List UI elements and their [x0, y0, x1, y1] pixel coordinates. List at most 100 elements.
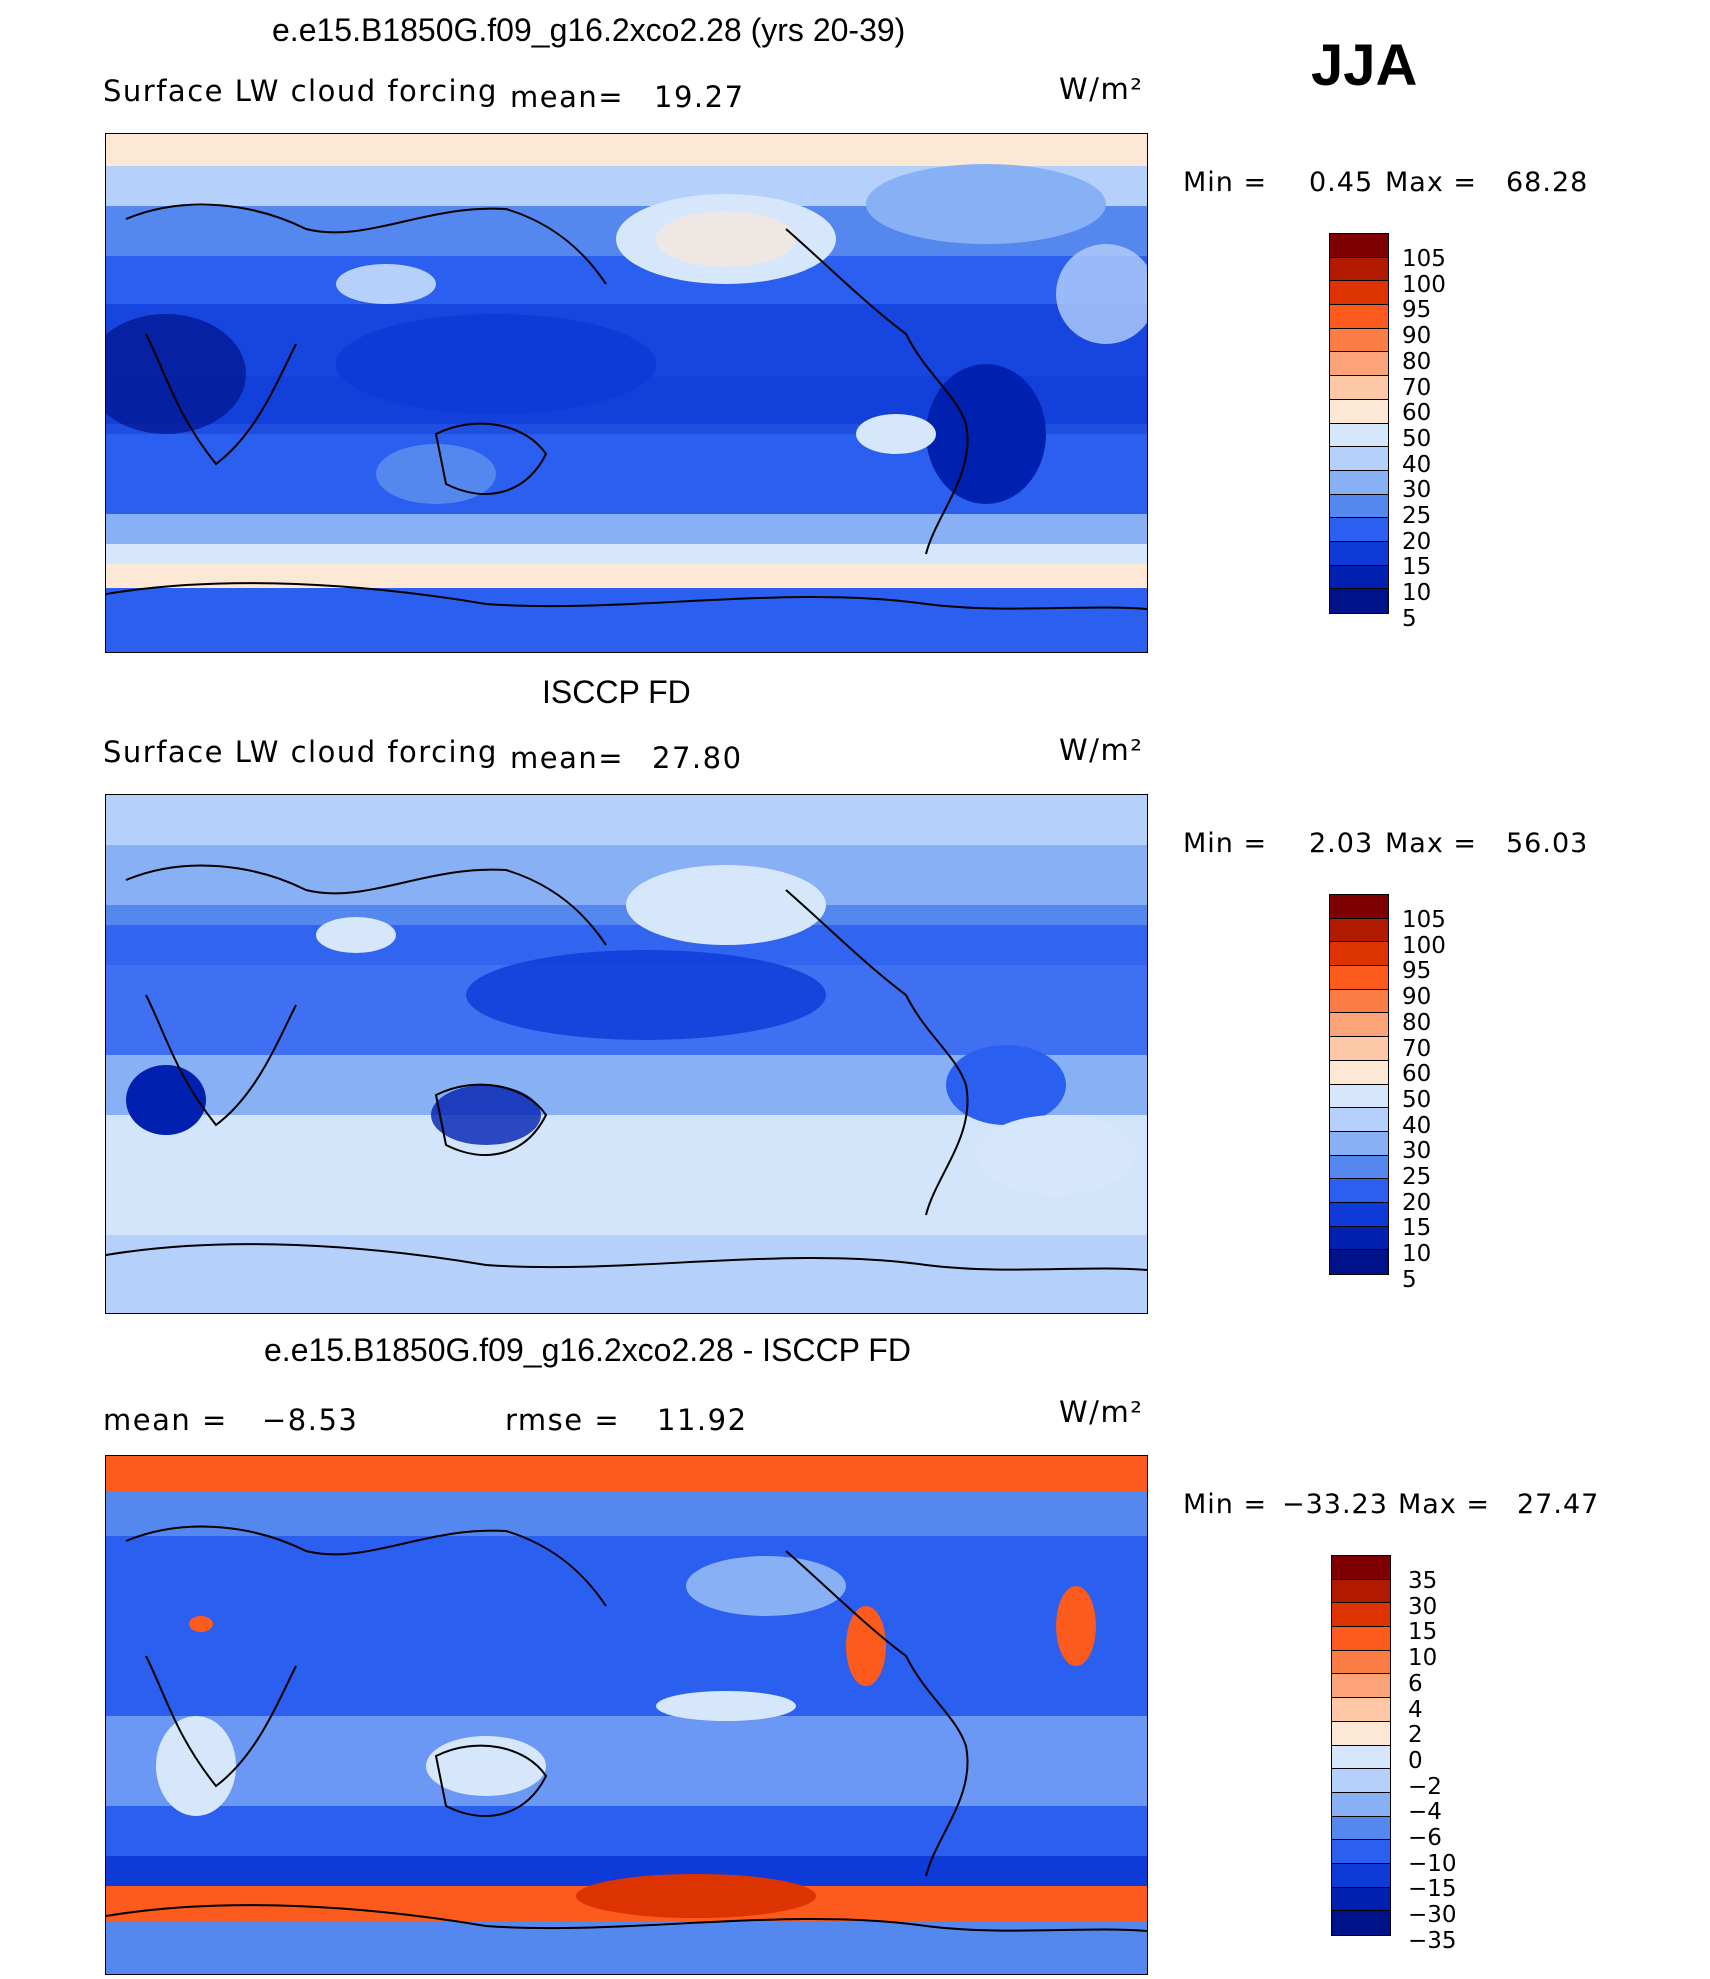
colorbar-obs	[1329, 894, 1389, 1275]
colorbar-swatch	[1332, 1792, 1390, 1817]
colorbar-tick: 70	[1402, 1035, 1432, 1062]
colorbar-swatch	[1330, 895, 1388, 919]
colorbar-swatch	[1330, 281, 1388, 306]
colorbar-swatch	[1332, 1674, 1390, 1699]
colorbar-tick: 25	[1402, 503, 1432, 529]
colorbar-swatch	[1330, 447, 1388, 471]
colorbar-swatch	[1330, 1037, 1388, 1061]
colorbar-tick: 80	[1402, 348, 1432, 375]
max-label-diff: Max =	[1398, 1489, 1491, 1520]
variable-label-obs: Surface LW cloud forcing	[103, 735, 498, 769]
rmse-value-diff: 11.92	[657, 1403, 748, 1437]
colorbar-tick: 90	[1402, 984, 1432, 1011]
colorbar-tick: 70	[1402, 374, 1432, 401]
mean-value-model: 19.27	[654, 80, 745, 114]
colorbar-swatch	[1332, 1650, 1390, 1675]
colorbar-swatch	[1330, 494, 1388, 519]
colorbar-tick: −35	[1408, 1927, 1457, 1954]
colorbar-swatch	[1330, 589, 1388, 613]
colorbar-swatch	[1330, 305, 1388, 329]
colorbar-tick: 20	[1402, 1189, 1432, 1216]
colorbar-swatch	[1332, 1745, 1390, 1770]
colorbar-tick: 30	[1402, 1138, 1432, 1165]
colorbar-tick: 6	[1408, 1670, 1423, 1697]
colorbar-swatch	[1330, 1250, 1388, 1274]
colorbar-swatch	[1330, 1108, 1388, 1132]
colorbar-swatch	[1330, 541, 1388, 566]
colorbar-swatch	[1332, 1911, 1390, 1935]
colorbar-tick: 100	[1402, 932, 1446, 959]
colorbar-swatch	[1330, 942, 1388, 967]
mean-label-diff: mean =	[103, 1403, 228, 1437]
min-label-model: Min =	[1183, 167, 1268, 198]
min-value-diff: −33.23	[1282, 1489, 1388, 1520]
colorbar-swatch	[1330, 565, 1388, 590]
colorbar-tick: 5	[1402, 605, 1417, 632]
mean-label-obs: mean=	[510, 741, 625, 775]
colorbar-swatch	[1332, 1769, 1390, 1793]
colorbar-tick: 15	[1402, 554, 1432, 581]
colorbar-tick: −6	[1408, 1825, 1442, 1851]
panel-title-diff: e.e15.B1850G.f09_g16.2xco2.28 - ISCCP FD	[264, 1332, 911, 1368]
colorbar-tick: 40	[1402, 451, 1432, 478]
colorbar-tick: 20	[1402, 528, 1432, 555]
colorbar-swatch	[1332, 1887, 1390, 1912]
colorbar-swatch	[1332, 1840, 1390, 1864]
colorbar-model	[1329, 233, 1389, 614]
min-label-obs: Min =	[1183, 828, 1268, 859]
colorbar-tick: 10	[1402, 1241, 1432, 1268]
max-value-diff: 27.47	[1517, 1489, 1600, 1520]
colorbar-tick: 10	[1408, 1645, 1438, 1672]
colorbar-tick: 15	[1402, 1215, 1432, 1242]
map-diff-field	[106, 1456, 1147, 1974]
mean-value-diff: −8.53	[262, 1403, 359, 1437]
min-label-diff: Min =	[1183, 1489, 1268, 1520]
max-value-model: 68.28	[1506, 167, 1589, 198]
colorbar-swatch	[1332, 1863, 1390, 1888]
colorbar-swatch	[1330, 1155, 1388, 1180]
colorbar-swatch	[1330, 234, 1388, 258]
colorbar-swatch	[1332, 1627, 1390, 1651]
colorbar-swatch	[1330, 1084, 1388, 1109]
map-model	[105, 133, 1148, 653]
colorbar-swatch	[1332, 1579, 1390, 1604]
colorbar-swatch	[1330, 966, 1388, 990]
colorbar-swatch	[1330, 257, 1388, 282]
colorbar-tick: 2	[1408, 1722, 1423, 1749]
map-obs	[105, 794, 1148, 1314]
mean-label-model: mean=	[510, 80, 625, 114]
colorbar-swatch	[1330, 423, 1388, 448]
max-label-obs: Max =	[1385, 828, 1478, 859]
mean-value-obs: 27.80	[652, 741, 743, 775]
colorbar-tick: 50	[1402, 1086, 1432, 1113]
colorbar-tick: 40	[1402, 1112, 1432, 1139]
units-label-obs: W/m²	[1059, 733, 1144, 767]
colorbar-swatch	[1330, 328, 1388, 353]
map-diff	[105, 1455, 1148, 1975]
colorbar-tick: 15	[1408, 1619, 1438, 1646]
variable-label-model: Surface LW cloud forcing	[103, 74, 498, 108]
colorbar-swatch	[1332, 1603, 1390, 1628]
colorbar-tick: 60	[1402, 1061, 1432, 1088]
colorbar-swatch	[1330, 376, 1388, 400]
colorbar-tick: 90	[1402, 323, 1432, 350]
colorbar-swatch	[1332, 1556, 1390, 1580]
colorbar-tick: −4	[1408, 1799, 1442, 1826]
colorbar-swatch	[1330, 989, 1388, 1014]
colorbar-tick: 95	[1402, 958, 1432, 985]
panel-title-obs: ISCCP FD	[542, 674, 691, 710]
colorbar-swatch	[1332, 1721, 1390, 1746]
colorbar-swatch	[1330, 399, 1388, 424]
rmse-label-diff: rmse =	[505, 1403, 621, 1437]
min-value-obs: 2.03	[1309, 828, 1374, 859]
colorbar-tick: 0	[1408, 1747, 1423, 1774]
colorbar-swatch	[1332, 1698, 1390, 1722]
colorbar-swatch	[1330, 518, 1388, 542]
colorbar-tick: 100	[1402, 271, 1446, 298]
colorbar-tick: 10	[1402, 580, 1432, 607]
colorbar-swatch	[1332, 1816, 1390, 1841]
colorbar-swatch	[1330, 1131, 1388, 1156]
colorbar-tick: 80	[1402, 1009, 1432, 1036]
colorbar-swatch	[1330, 470, 1388, 495]
colorbar-tick: −15	[1408, 1876, 1457, 1903]
